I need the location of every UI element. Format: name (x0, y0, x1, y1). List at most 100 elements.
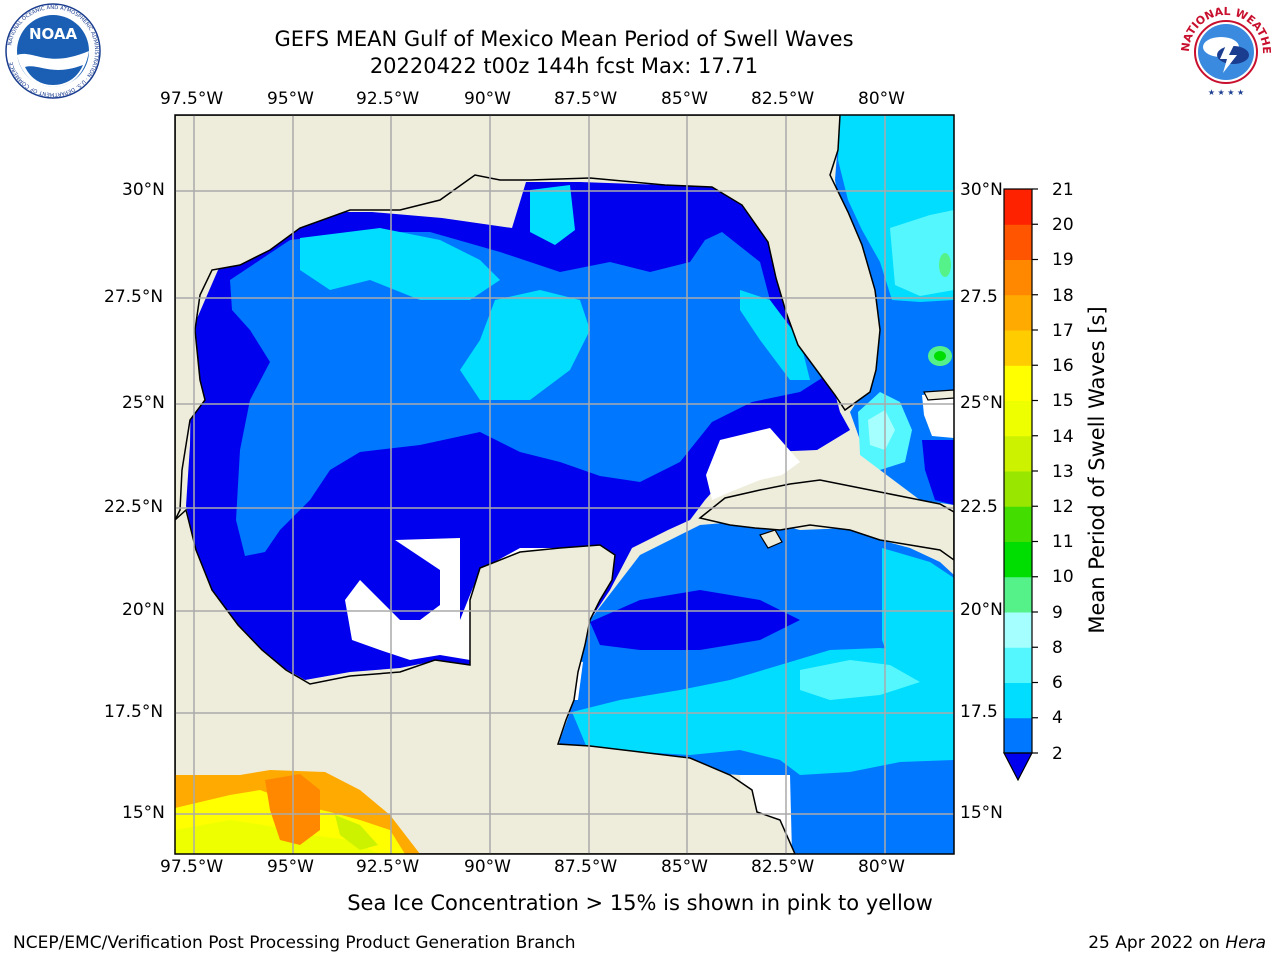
land-mexico-central-america (175, 508, 796, 854)
map-frame (174, 114, 955, 855)
lon-tick-top: 97.5°W (160, 89, 224, 109)
colorbar-tick-label: 12 (1052, 497, 1074, 517)
colorbar (1003, 188, 1038, 782)
colorbar-tick-label: 14 (1052, 427, 1074, 447)
lon-tick-top: 80°W (858, 89, 905, 109)
nws-logo-stars: ★ ★ ★ ★ (1208, 88, 1244, 97)
colorbar-tick-label: 19 (1052, 250, 1074, 270)
colorbar-swatch (1004, 435, 1032, 472)
caribbean-swell-6-8s (800, 660, 920, 700)
atlantic-swell-9-10s-small (939, 253, 951, 277)
colorbar-tick-label: 18 (1052, 286, 1074, 306)
lon-tick-top: 82.5°W (751, 89, 815, 109)
colorbar-swatch (1004, 541, 1032, 578)
lightning-icon (1220, 43, 1237, 73)
lat-tick-right: 20°N (960, 600, 1003, 620)
colorbar-label: Mean Period of Swell Waves [s] (1085, 306, 1109, 634)
map-gridlines (175, 115, 954, 854)
colorbar-tick-label: 21 (1052, 180, 1074, 200)
sea-ice-note: Sea Ice Concentration > 15% is shown in … (347, 891, 933, 915)
gulf-swell-4-6s-east (740, 290, 810, 380)
footer-host: Hera (1225, 933, 1266, 953)
colorbar-tick-marks (1032, 188, 1038, 754)
colorbar-swatch (1004, 189, 1032, 225)
land-bahamas (923, 389, 954, 401)
colorbar-tick-label: 8 (1052, 638, 1063, 658)
colorbar-swatch (1004, 506, 1032, 542)
caribbean-swell-4-6s-east (882, 548, 954, 690)
colorbar-tick-label: 11 (1052, 532, 1074, 552)
lon-tick-bottom: 97.5°W (160, 857, 224, 877)
land-gulf-coast (175, 115, 881, 521)
colorbar-extend-min (1003, 752, 1033, 782)
nws-logo: NATIONAL WEATHER SERVICE ★ ★ ★ ★ (1177, 3, 1273, 99)
noaa-logo-text: NOAA (29, 25, 78, 43)
lon-tick-bottom: 80°W (858, 857, 905, 877)
lon-tick-top: 95°W (267, 89, 314, 109)
lon-tick-bottom: 90°W (464, 857, 511, 877)
colorbar-tick-label: 4 (1052, 708, 1063, 728)
colorbar-swatch (1004, 224, 1032, 260)
lon-tick-bottom: 85°W (661, 857, 708, 877)
atlantic-swell-8-9s (868, 410, 895, 450)
lat-tick-right: 15°N (960, 803, 1003, 823)
lon-tick-top: 87.5°W (554, 89, 618, 109)
lat-tick-left: 30°N (122, 180, 165, 200)
land-isla-juventud (759, 529, 783, 549)
colorbar-swatch (1004, 294, 1032, 331)
no-data-west-shelf (706, 428, 800, 500)
lat-tick-right: 25°N (960, 393, 1003, 413)
footer-date-text: 25 Apr 2022 on (1088, 933, 1226, 953)
colorbar-swatches (1004, 189, 1032, 754)
colorbar-swatch (1004, 576, 1032, 613)
atlantic-swell-6-8s (890, 210, 954, 296)
lat-tick-right: 27.5 (960, 287, 998, 307)
gulf-swell-4-6s-north (530, 185, 575, 245)
colorbar-tick-label: 17 (1052, 321, 1074, 341)
lat-tick-right: 30°N (960, 180, 1003, 200)
sea-ice-15-16 (175, 820, 380, 854)
lon-tick-bottom: 82.5°W (751, 857, 815, 877)
lon-tick-top: 92.5°W (356, 89, 420, 109)
colorbar-swatch (1004, 400, 1032, 437)
sea-ice-13-14 (335, 815, 378, 850)
colorbar-tick-label: 13 (1052, 462, 1074, 482)
colorbar-swatch (1004, 612, 1032, 648)
lat-tick-left: 15°N (122, 803, 165, 823)
colorbar-tick-label: 15 (1052, 391, 1074, 411)
footer-date: 25 Apr 2022 on Hera (1088, 933, 1266, 953)
colorbar-tick-label: 9 (1052, 603, 1063, 623)
colorbar-swatch (1004, 471, 1032, 507)
map-subtitle-run: 20220422 t00z 144h fcst Max: 17.71 (369, 54, 759, 78)
footer-credit: NCEP/EMC/Verification Post Processing Pr… (13, 933, 576, 953)
land-cuba (698, 479, 954, 561)
colorbar-swatch (1004, 259, 1032, 296)
colorbar-swatch (1004, 717, 1032, 754)
gulf-swell-4-6s-central (460, 290, 590, 400)
lat-tick-right: 22.5 (960, 497, 998, 517)
colorbar-swatch (1004, 647, 1032, 683)
lat-tick-left: 17.5°N (104, 702, 164, 722)
lat-tick-left: 20°N (122, 600, 165, 620)
caribbean-swell-under-2s (590, 590, 800, 650)
colorbar-tick-label: 16 (1052, 356, 1074, 376)
atlantic-swell-10-11s (934, 351, 946, 361)
map-layers (175, 115, 954, 854)
colorbar-tick-label: 10 (1052, 567, 1074, 587)
colorbar-swatch (1004, 682, 1032, 719)
lat-tick-right: 17.5 (960, 702, 998, 722)
colorbar-tick-label: 20 (1052, 215, 1074, 235)
colorbar-swatch (1004, 365, 1032, 401)
lat-tick-left: 27.5°N (104, 287, 164, 307)
lon-tick-top: 90°W (464, 89, 511, 109)
lat-tick-left: 22.5°N (104, 497, 164, 517)
colorbar-tick-label: 6 (1052, 673, 1063, 693)
colorbar-swatch (1004, 330, 1032, 366)
colorbar-tick-label: 2 (1052, 744, 1063, 764)
lon-tick-top: 85°W (661, 89, 708, 109)
lon-tick-bottom: 92.5°W (356, 857, 420, 877)
noaa-logo: NOAA NATIONAL OCEANIC AND ATMOSPHERIC AD… (5, 3, 101, 99)
lon-tick-bottom: 95°W (267, 857, 314, 877)
lon-tick-bottom: 87.5°W (554, 857, 618, 877)
